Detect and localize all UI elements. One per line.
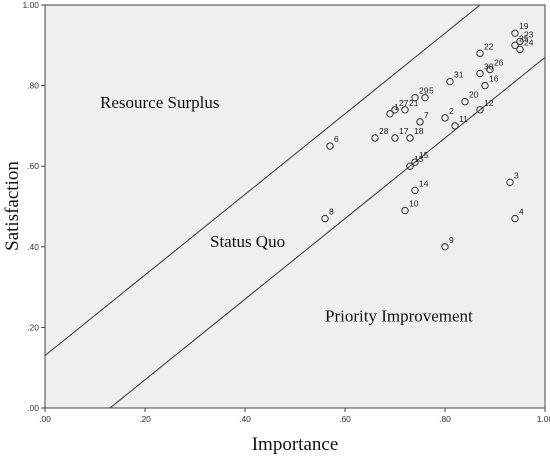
data-point-label: 26 [494,57,504,67]
data-point-label: 2 [449,106,454,116]
x-axis-title: Importance [252,434,339,455]
data-point-label: 11 [459,114,468,124]
data-point-label: 31 [454,70,464,80]
data-point [511,214,519,223]
x-tick-label: .80 [439,414,451,424]
data-point [486,65,494,74]
data-point-label: 19 [519,21,529,31]
data-point-label: 5 [429,86,434,96]
data-point [386,110,394,118]
region-label: Priority Improvement [325,306,473,325]
plot-area [45,5,545,408]
data-point [401,106,409,114]
data-point [421,93,429,102]
data-point [321,214,329,223]
data-point-label: 6 [334,134,339,144]
data-point-label: 25 [519,33,529,43]
data-point [371,134,379,142]
data-point [411,93,419,102]
data-point-label: 13 [414,154,424,164]
data-point-label: 8 [329,207,334,217]
data-point-label: 10 [409,199,419,209]
y-tick-label: .80 [27,81,39,91]
y-axis-ticks: .00 .20 .40 .60 .80 1.00 [22,0,45,413]
data-point [416,118,424,126]
data-point [406,134,414,142]
data-point [326,142,334,150]
reference-line-1 [45,5,481,357]
data-point-label: 23 [524,29,534,39]
data-point-label: 27 [399,98,409,108]
x-tick-label: .20 [139,414,151,424]
data-point-label: 7 [424,110,429,120]
data-point [516,45,524,54]
data-point [511,41,519,49]
y-axis-title: Satisfaction [2,161,23,251]
x-axis-ticks: .00 .20 .40 .60 .80 1.00 [39,408,550,424]
data-point-label: 21 [409,98,419,108]
data-point [516,37,524,45]
data-point-label: 9 [449,235,454,245]
data-point [511,29,519,37]
y-tick-label: 1.00 [22,0,39,10]
data-point [476,69,484,78]
data-point [461,98,469,106]
data-point [441,114,449,122]
y-tick-label: .60 [27,161,39,171]
data-point-label: 3 [514,170,519,180]
data-point [446,77,454,86]
data-point-label: 20 [469,90,479,100]
y-tick-label: .00 [27,403,39,413]
data-point-label: 15 [419,150,429,160]
data-point [406,162,414,170]
data-point [476,106,484,114]
data-point-label: 4 [519,207,524,217]
reference-line-2 [109,56,545,408]
region-labels: Resource Surplus Status Quo Priority Impro… [100,93,473,326]
data-point [411,186,419,195]
data-point [506,178,514,187]
data-point [401,206,409,215]
y-tick-label: .40 [27,242,39,252]
y-tick-label: .20 [27,322,39,332]
data-point-label: 30 [484,62,494,72]
reference-lines [45,5,545,408]
data-point [481,81,489,90]
region-label: Resource Surplus [100,93,219,112]
x-tick-label: .40 [239,414,251,424]
data-point-label: 17 [399,126,409,136]
x-tick-label: 1.00 [537,414,550,424]
data-point-label: 14 [419,178,429,188]
data-point-label: 28 [379,126,389,136]
data-point-label: 29 [419,86,429,96]
data-point-label: 12 [484,98,494,108]
data-point-label: 18 [414,126,424,136]
region-label: Status Quo [210,232,285,251]
x-tick-label: .00 [39,414,51,424]
data-point [411,158,419,166]
data-point-label: 16 [489,74,499,84]
x-tick-label: .60 [339,414,351,424]
plot-frame [44,4,546,409]
data-point [476,49,484,58]
data-point-label: 22 [484,41,494,51]
data-point [441,243,449,251]
data-point [391,106,399,114]
data-point [451,122,459,130]
data-point-label: 24 [524,37,534,47]
data-point [391,134,399,142]
